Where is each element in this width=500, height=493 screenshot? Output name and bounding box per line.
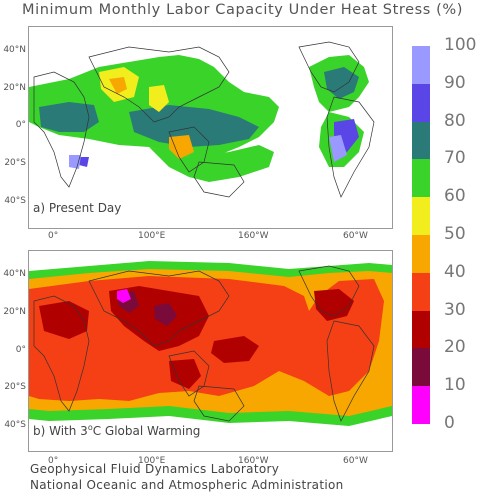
colorbar-segment xyxy=(412,46,430,84)
colorbar-segment xyxy=(412,83,430,122)
heat-region-west-pacific xyxy=(79,157,89,167)
colorbar-tick-label: 70 xyxy=(444,148,466,169)
colorbar-tick-label: 40 xyxy=(444,261,466,282)
lat-label-40n-b: 40°N xyxy=(3,269,26,279)
colorbar-segment xyxy=(412,121,430,160)
heatmap-warming xyxy=(29,261,392,426)
lat-label-40s-a: 40°S xyxy=(4,196,26,206)
colorbar-tick-label: 50 xyxy=(444,224,466,244)
lon-label-0-b: 0° xyxy=(48,456,59,466)
colorbar-tick-label: 80 xyxy=(444,110,466,131)
colorbar-tick-label: 30 xyxy=(444,299,466,320)
credit-line-2: National Oceanic and Atmospheric Adminis… xyxy=(30,478,344,492)
colorbar-segment xyxy=(412,159,430,198)
lat-label-40n-a: 40°N xyxy=(3,45,26,55)
panel-label-present: a) Present Day xyxy=(33,201,122,215)
coastlines xyxy=(33,265,375,422)
heat-region-americas-core xyxy=(324,67,359,99)
heat-region-atlantic-edge xyxy=(69,155,81,169)
lat-label-eq-b: 0° xyxy=(15,345,26,355)
lat-label-eq-a: 0° xyxy=(15,120,26,130)
heat-region-caribbean-darkred xyxy=(314,289,354,321)
heatmap-present xyxy=(29,41,375,198)
lon-label-160w-b: 160°W xyxy=(238,456,269,466)
colorbar-segment xyxy=(412,386,430,424)
coastlines xyxy=(33,41,375,198)
colorbar xyxy=(412,46,430,424)
panel-label-warming: b) With 3oC Global Warming xyxy=(33,423,200,438)
colorbar-tick-label: 90 xyxy=(444,72,466,93)
panel-label-warming-pre: b) With 3 xyxy=(33,424,88,438)
lat-label-40s-b: 40°S xyxy=(4,420,26,430)
heat-region-africa-darkred xyxy=(39,301,89,339)
lat-label-20s-b: 20°S xyxy=(4,382,26,392)
map-panel-present: a) Present Day xyxy=(28,26,393,229)
lon-label-100e-a: 100°E xyxy=(138,231,166,241)
colorbar-tick-label: 20 xyxy=(444,337,466,358)
heat-region-africa-core xyxy=(39,102,99,132)
colorbar-tick-label: 0 xyxy=(444,413,455,433)
lat-label-20n-a: 20°N xyxy=(3,83,26,93)
heat-region-arabia-hot xyxy=(109,77,127,94)
heat-region-south-tropics xyxy=(149,145,274,182)
lat-label-20s-a: 20°S xyxy=(4,158,26,168)
colorbar-segment xyxy=(412,272,430,311)
lat-label-20n-b: 20°N xyxy=(3,307,26,317)
colorbar-tick-label: 60 xyxy=(444,186,466,207)
colorbar-segment xyxy=(412,310,430,349)
lon-label-0-a: 0° xyxy=(48,231,59,241)
colorbar-segment xyxy=(412,197,430,235)
chart-title: Minimum Monthly Labor Capacity Under Hea… xyxy=(22,2,464,18)
lon-label-60w-b: 60°W xyxy=(343,456,368,466)
colorbar-segment xyxy=(412,234,430,273)
lon-label-60w-a: 60°W xyxy=(343,231,368,241)
degree-superscript: o xyxy=(87,423,93,432)
heat-region-amazon-edge xyxy=(329,135,347,162)
colorbar-tick-label: 10 xyxy=(444,375,466,396)
lon-label-160w-a: 160°W xyxy=(238,231,269,241)
heat-region-pacific-darkred xyxy=(211,336,259,363)
heat-region-seasia-maroon xyxy=(154,303,177,326)
panel-label-warming-post: C Global Warming xyxy=(92,424,201,438)
heat-region-indonesia xyxy=(169,135,194,159)
heat-region-magenta xyxy=(117,289,131,303)
colorbar-tick-label: 100 xyxy=(444,35,477,55)
map-panel-warming: b) With 3oC Global Warming xyxy=(28,250,393,452)
heat-region-pacific-core xyxy=(129,105,259,147)
lon-label-100e-b: 100°E xyxy=(138,456,166,466)
heat-region-india xyxy=(149,85,169,112)
colorbar-segment xyxy=(412,348,430,387)
heat-region-indonesia-darkred xyxy=(169,359,201,389)
credit-line-1: Geophysical Fluid Dynamics Laboratory xyxy=(30,462,280,476)
